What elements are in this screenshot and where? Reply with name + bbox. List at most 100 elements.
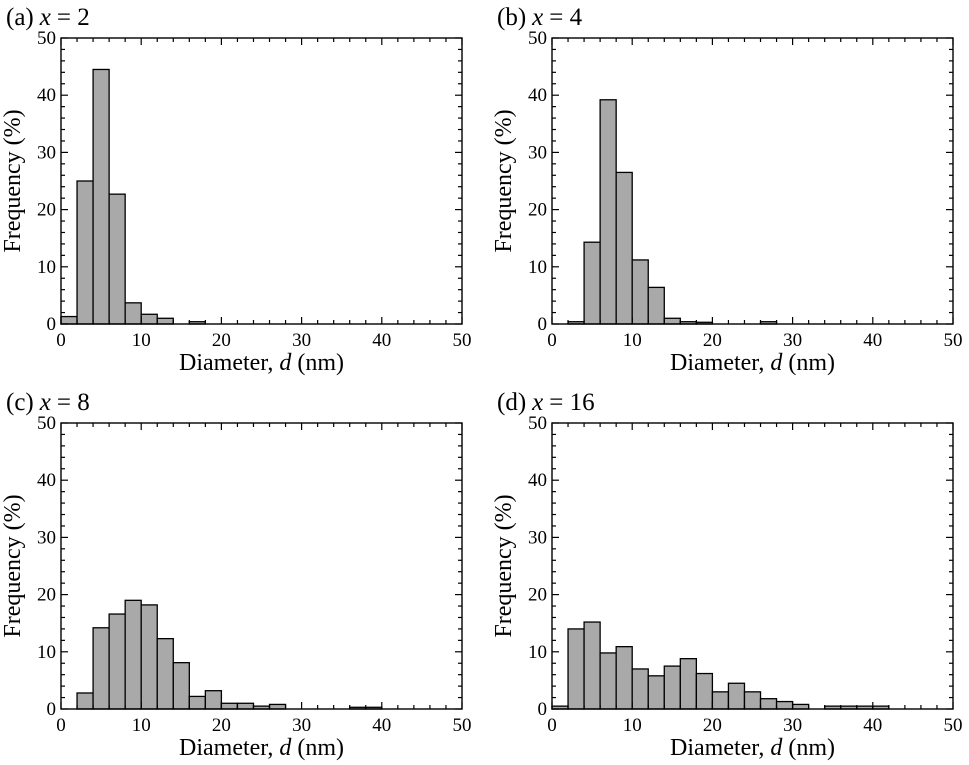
- x-tick-label: 30: [292, 715, 311, 736]
- plot-frame: [60, 37, 463, 325]
- y-tick-label: 40: [528, 470, 547, 491]
- x-tick-label: 0: [56, 715, 66, 736]
- y-tick-label: 10: [528, 642, 547, 663]
- panel-title-value: = 4: [549, 4, 582, 31]
- y-tick-label: 10: [37, 642, 56, 663]
- y-tick-label: 30: [37, 527, 56, 548]
- histogram-bar: [188, 695, 207, 710]
- y-tick-label: 0: [538, 699, 548, 720]
- y-tick-label: 50: [37, 28, 56, 49]
- x-axis-label-main: Diameter,: [670, 350, 770, 376]
- histogram-bar: [92, 68, 110, 325]
- x-tick-label: 40: [372, 330, 391, 351]
- x-tick-label: 50: [453, 715, 472, 736]
- y-tick-label: 0: [47, 314, 57, 335]
- histogram-bar: [108, 613, 126, 710]
- x-tick-label: 0: [547, 715, 557, 736]
- x-tick-label: 30: [783, 330, 802, 351]
- panel-title-variable: x: [531, 4, 543, 31]
- histogram-bar: [647, 675, 665, 710]
- histogram-bar: [108, 193, 126, 325]
- panel-title: (a) x = 2: [6, 4, 90, 31]
- histogram-bar: [663, 665, 681, 710]
- histogram-bar: [236, 702, 255, 710]
- y-axis-label: Frequency (%): [0, 109, 26, 252]
- x-axis-label-unit: (nm): [782, 350, 835, 376]
- histogram-bar: [60, 315, 78, 325]
- x-axis-label: Diameter, d (nm): [179, 350, 344, 376]
- x-tick-label: 40: [863, 330, 882, 351]
- x-axis-label-variable: d: [770, 735, 783, 761]
- x-axis-label-variable: d: [770, 350, 783, 376]
- y-tick-label: 30: [528, 142, 547, 163]
- x-tick-label: 50: [944, 330, 963, 351]
- y-tick-label: 10: [528, 257, 547, 278]
- panel-title-variable: x: [39, 4, 51, 31]
- histogram-bar: [76, 692, 94, 710]
- y-tick-label: 50: [528, 413, 547, 434]
- histogram-bar: [615, 646, 633, 710]
- histogram-bar: [583, 621, 601, 710]
- y-tick-label: 40: [37, 470, 56, 491]
- x-tick-label: 40: [863, 715, 882, 736]
- y-tick-label: 10: [37, 257, 56, 278]
- panel-d: 0 10 20 30 40 50 0 10 20 30 40 50 Diameter, d (nm) Fr…: [491, 389, 963, 761]
- histogram-bar: [156, 637, 174, 710]
- histogram-bar: [599, 99, 617, 325]
- x-axis-label-unit: (nm): [782, 735, 835, 761]
- y-tick-label: 0: [47, 699, 57, 720]
- x-tick-label: 20: [703, 330, 722, 351]
- x-axis-label: Diameter, d (nm): [670, 350, 835, 376]
- x-tick-label: 30: [783, 715, 802, 736]
- histogram-bar: [647, 286, 665, 325]
- y-tick-label: 40: [37, 85, 56, 106]
- histogram-bar: [76, 180, 94, 325]
- x-axis-label-main: Diameter,: [670, 735, 770, 761]
- histogram-bar: [631, 259, 649, 325]
- histogram-bar: [220, 702, 239, 710]
- x-tick-label: 20: [212, 715, 231, 736]
- y-tick-label: 50: [528, 28, 547, 49]
- y-tick-label: 0: [538, 314, 548, 335]
- x-axis-label: Diameter, d (nm): [670, 735, 835, 761]
- histogram-bar: [124, 302, 142, 325]
- histogram-bar: [695, 672, 714, 710]
- y-axis-label: Frequency (%): [0, 494, 26, 637]
- panel-label: (c): [6, 389, 34, 416]
- y-tick-label: 30: [37, 142, 56, 163]
- panel-title-variable: x: [39, 389, 51, 416]
- histogram-bar: [140, 604, 158, 710]
- plot-frame: [551, 422, 954, 710]
- x-tick-label: 10: [623, 330, 642, 351]
- histogram-bar: [599, 652, 617, 710]
- x-axis-label-variable: d: [279, 735, 292, 761]
- histogram-bar: [204, 690, 223, 710]
- y-axis-label: Frequency (%): [491, 109, 517, 252]
- y-tick-label: 40: [528, 85, 547, 106]
- panel-label: (a): [6, 4, 34, 31]
- histogram-bar: [743, 691, 762, 710]
- x-axis-label-main: Diameter,: [179, 735, 279, 761]
- x-axis-label: Diameter, d (nm): [179, 735, 344, 761]
- histogram-bar: [92, 627, 110, 710]
- x-tick-label: 20: [212, 330, 231, 351]
- x-tick-label: 50: [453, 330, 472, 351]
- y-tick-label: 20: [528, 200, 547, 221]
- panel-title: (c) x = 8: [6, 389, 90, 416]
- panel-c: 0 10 20 30 40 50 0 10 20 30 40 50 Diameter, d (nm) Fr…: [0, 389, 472, 761]
- histogram-bar: [172, 662, 190, 710]
- x-tick-label: 40: [372, 715, 391, 736]
- histogram-bar: [663, 317, 681, 325]
- x-tick-label: 10: [623, 715, 642, 736]
- plot-frame: [551, 37, 954, 325]
- y-tick-label: 20: [37, 200, 56, 221]
- x-tick-label: 0: [56, 330, 66, 351]
- histogram-bar: [711, 691, 730, 710]
- y-tick-label: 30: [528, 527, 547, 548]
- panel-title: (d) x = 16: [497, 389, 595, 416]
- panel-title-value: = 8: [57, 389, 90, 416]
- x-tick-label: 10: [132, 330, 151, 351]
- x-tick-label: 0: [547, 330, 557, 351]
- panel-a: 0 10 20 30 40 50 0 10 20 30 40 50 Diameter, d (nm) Fr…: [0, 4, 472, 376]
